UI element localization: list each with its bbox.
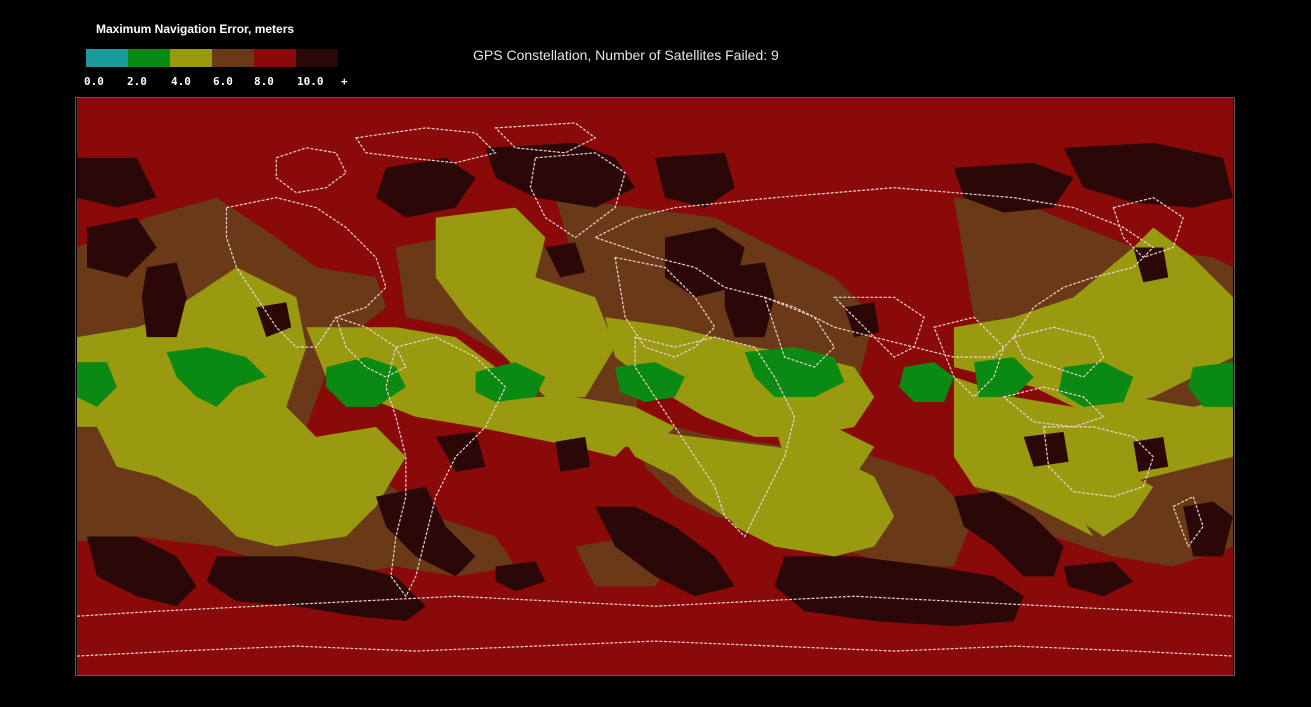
legend-title: Maximum Navigation Error, meters [96,22,295,36]
legend-swatch [128,49,170,67]
legend-tick-label: 4.0 [171,75,191,88]
legend-tick-label: 10.0 [297,75,324,88]
legend-tick-label: 6.0 [213,75,233,88]
legend-swatch [254,49,296,67]
coastline-overlay [76,122,1234,657]
error-region-olive [77,207,1233,557]
world-error-map [75,97,1235,676]
error-region-dark [77,142,1233,627]
map-svg [76,98,1234,675]
legend-tick-label: 8.0 [254,75,274,88]
color-legend: Maximum Navigation Error, meters 0.0 2.0… [84,22,354,92]
legend-tick-label: + [341,75,348,88]
legend-tick-label: 2.0 [127,75,147,88]
error-region-green [77,347,1233,407]
legend-swatch [296,49,338,67]
legend-swatch [86,49,128,67]
legend-tick-labels: 0.0 2.0 4.0 6.0 8.0 10.0 + [84,75,354,91]
legend-swatch [170,49,212,67]
legend-swatch [212,49,254,67]
map-title: GPS Constellation, Number of Satellites … [473,47,779,63]
legend-swatches [86,49,338,67]
legend-tick-label: 0.0 [84,75,104,88]
